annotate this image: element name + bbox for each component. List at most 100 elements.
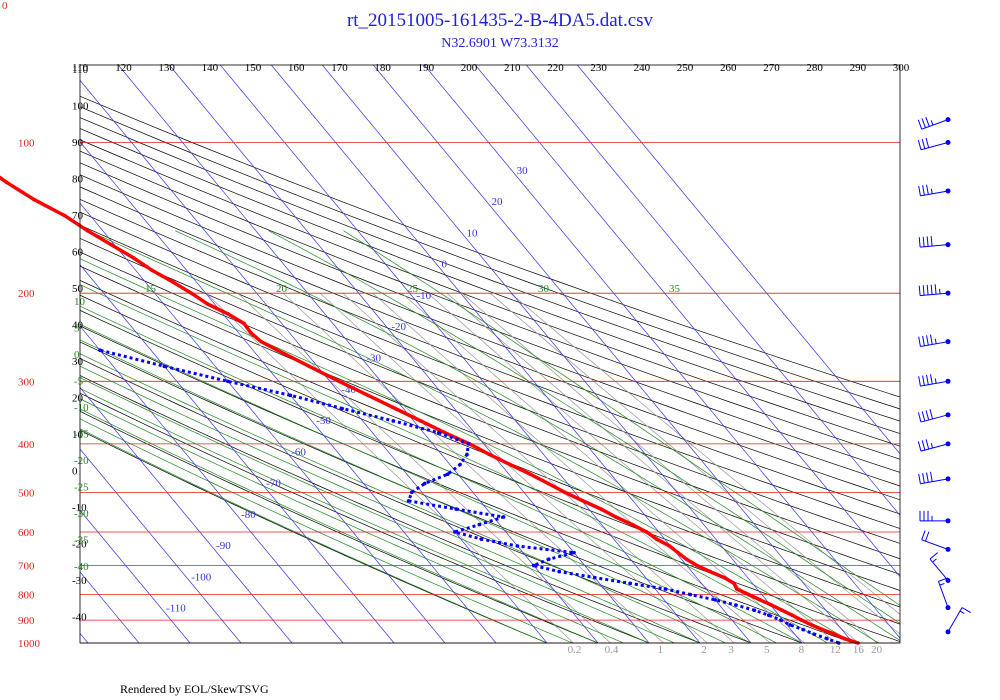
isotherm-line	[321, 65, 803, 643]
wind-barb-flag	[918, 237, 921, 248]
dewpoint-point	[592, 575, 597, 580]
wind-barb-flag	[921, 411, 926, 422]
wind-barb-flag	[926, 236, 929, 247]
pressure-label: 500	[18, 487, 35, 499]
dry-adiabat-line	[80, 265, 900, 591]
dewpoint-point	[752, 608, 757, 613]
temperature-point	[684, 557, 689, 561]
isotherm-line	[423, 65, 900, 639]
dewpoint-point	[466, 442, 471, 446]
dry-adiabat-line	[80, 392, 650, 643]
isotherm-line	[80, 141, 497, 643]
top-axis-label: 160	[288, 62, 305, 74]
dewpoint-point	[713, 598, 717, 602]
wind-barb-flag	[925, 439, 930, 450]
temperature-point	[171, 280, 175, 284]
moist-adiabat-label: -25	[74, 482, 89, 494]
dry-adiabat-line	[80, 211, 900, 529]
theta-label: -10	[72, 502, 87, 514]
wind-barb-flag	[925, 410, 930, 421]
dewpoint-point	[465, 452, 469, 457]
temperature-point	[630, 522, 635, 527]
top-axis-label: 200	[461, 62, 478, 74]
top-axis-label: 280	[806, 62, 823, 74]
moist-adiabat-line	[80, 377, 675, 643]
moist-adiabat-line	[174, 230, 900, 641]
isotherm-label: -50	[316, 415, 331, 427]
wind-barb	[918, 374, 951, 387]
wind-barb-flag	[930, 443, 934, 449]
dry-adiabat-line	[80, 358, 752, 643]
dry-adiabat-line	[80, 238, 900, 560]
top-axis-label: 300	[893, 62, 910, 74]
wind-barb-flag	[924, 531, 930, 542]
wind-barb	[918, 334, 951, 348]
top-axis-label: 230	[590, 62, 607, 74]
wind-barb-flag	[917, 139, 922, 150]
wind-barb	[918, 236, 951, 248]
temperature-point	[508, 462, 512, 467]
dewpoint-point	[288, 393, 293, 398]
temperature-point	[581, 499, 585, 503]
dry-adiabat-line	[80, 199, 900, 515]
isotherm-label: -60	[291, 446, 306, 458]
theta-label: 0	[72, 466, 78, 478]
dewpoint-point	[454, 507, 459, 511]
mixing-ratio-label: 1	[658, 644, 664, 656]
top-axis-label: 140	[202, 62, 219, 74]
theta-label: -40	[72, 612, 87, 624]
top-axis-label: 180	[374, 62, 391, 74]
moist-adiabat-line	[80, 428, 548, 643]
wind-barb-flag	[930, 284, 933, 295]
wind-barb-flag	[929, 409, 934, 420]
dry-adiabat-line	[80, 280, 900, 608]
temperature-point	[275, 348, 280, 353]
wind-barb-staff	[920, 142, 949, 151]
wind-barb-flag	[925, 116, 930, 127]
dewpoint-point	[225, 379, 230, 384]
temperature-point	[695, 563, 699, 568]
wind-barb-flag	[922, 473, 925, 484]
moist-adiabat-line	[80, 339, 752, 643]
wind-barb-flag	[930, 236, 933, 247]
dewpoint-point	[477, 522, 482, 527]
moist-adiabat-label: -30	[74, 508, 89, 520]
isotherm-label: -90	[216, 540, 231, 552]
temperature-point	[32, 197, 36, 202]
dewpoint-point	[628, 581, 632, 586]
top-axis-label: 120	[115, 62, 132, 74]
wind-barb	[945, 607, 971, 635]
theta-label: 90	[72, 137, 84, 149]
moist-adiabat-label: 25	[407, 283, 419, 295]
dry-adiabat-line	[80, 128, 900, 434]
mixing-ratio-label: 8	[799, 644, 805, 656]
moist-adiabat-line	[80, 353, 726, 643]
temperature-point	[419, 419, 423, 423]
wind-barb	[918, 184, 951, 197]
wind-barb-flag	[917, 119, 923, 130]
dry-adiabat-line	[80, 162, 900, 473]
isotherm-line	[168, 65, 650, 643]
theta-label: 70	[72, 210, 84, 222]
dewpoint-point	[162, 364, 167, 369]
moist-adiabat-line	[80, 305, 803, 643]
wind-barb-staff	[947, 607, 963, 633]
top-axis-label: 240	[634, 62, 651, 74]
top-axis-label: 290	[850, 62, 867, 74]
top-axis-label: 220	[547, 62, 564, 74]
wind-barb-staff	[920, 292, 949, 297]
temperature-point	[820, 627, 825, 632]
isotherm-line	[576, 65, 900, 455]
wind-barb	[917, 137, 951, 151]
temperature-point	[307, 364, 311, 369]
temperature-point	[708, 569, 712, 574]
isotherm-line	[80, 387, 293, 643]
mixing-ratio-label: 2	[701, 644, 707, 656]
dewpoint-point	[688, 592, 693, 597]
temperature-point	[443, 430, 447, 435]
temperature-point	[832, 632, 837, 636]
temperature-point	[790, 613, 794, 618]
dewpoint-point	[788, 623, 792, 627]
wind-barb-flag	[932, 558, 937, 563]
wind-barb-flag	[959, 610, 965, 614]
